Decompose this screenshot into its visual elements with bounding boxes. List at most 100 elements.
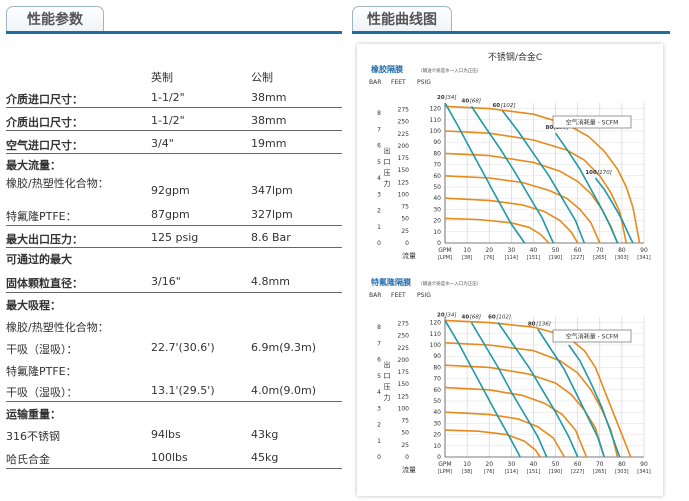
flow-curve-orange (444, 342, 619, 458)
psig-tick-label: 100 (430, 342, 442, 349)
lpm-tick-label: [227] (571, 469, 584, 475)
spec-label: 特氟隆PTFE： (6, 210, 77, 223)
spec-label: 橡胶/热塑性化合物： (6, 177, 109, 190)
chart-subtitle: 橡胶隔膜 (371, 64, 403, 74)
spec-label: 可通过的最大 (6, 253, 72, 266)
spec-row-ptfe-dry-wet: 干吸（湿吸）： 13.1'(29.5') 4.0m(9.0m) (6, 381, 342, 402)
lpm-tick-label: [227] (571, 255, 584, 261)
air-label-lpm: [136] (536, 321, 551, 327)
bar-tick-label: 4 (377, 389, 381, 396)
feet-tick-label: 0 (405, 240, 409, 247)
lpm-tick-label: [114] (505, 255, 518, 261)
tab-performance-curves[interactable]: 性能曲线图 (352, 6, 452, 33)
column-header-imperial: 英制 (151, 71, 173, 84)
bar-tick-label: 8 (377, 110, 381, 117)
lpm-tick-label: [LPM] (438, 469, 452, 475)
psig-tick-label: 60 (433, 387, 441, 394)
spec-metric: 43kg (251, 428, 279, 441)
gpm-tick-label: 70 (596, 247, 604, 254)
bar-tick-label: 5 (377, 159, 381, 166)
spec-metric: 4.0m(9.0m) (251, 384, 317, 397)
y-axis-label-char: 口 (384, 372, 391, 380)
spec-imperial: 3/4" (151, 137, 174, 150)
air-label-value: 40 (462, 315, 470, 321)
feet-tick-label: 50 (401, 430, 409, 437)
feet-tick-label: 250 (398, 333, 410, 340)
flow-curve-orange (444, 105, 641, 244)
gpm-tick-label: 10 (463, 247, 471, 254)
lpm-tick-label: [151] (527, 255, 540, 261)
spec-metric: 6.9m(9.3m) (251, 341, 317, 354)
air-label-lpm: [68] (470, 315, 481, 321)
gpm-tick-label: 90 (640, 247, 648, 254)
lpm-tick-label: [341] (637, 255, 650, 261)
air-label-lpm: [34] (445, 95, 456, 101)
gpm-tick-label: GPM (438, 247, 451, 254)
lpm-tick-label: [190] (549, 255, 562, 261)
spec-imperial: 13.1'(29.5') (151, 384, 215, 397)
air-label-value: 80 (546, 125, 554, 131)
bar-tick-label: 1 (377, 224, 381, 231)
gpm-tick-label: 80 (618, 461, 626, 468)
feet-tick-label: 125 (398, 393, 410, 400)
air-label-value: 60 (492, 103, 500, 109)
spec-row-max-solid-1: 可通过的最大 (6, 249, 342, 267)
bar-tick-label: 8 (377, 324, 381, 331)
gpm-tick-label: 20 (485, 461, 493, 468)
lpm-tick-label: [265] (593, 469, 606, 475)
spec-row-air-inlet: 空气进口尺寸： 3/4" 19mm (6, 133, 342, 154)
chart-note: (输送介质是水一入口为正压) (421, 67, 479, 74)
spec-row-ptfe-suction: 特氟隆PTFE： (6, 361, 342, 379)
spec-label: 固体颗粒直径： (6, 277, 83, 290)
feet-tick-label: 175 (398, 369, 410, 376)
psig-tick-label: 20 (433, 218, 441, 225)
feet-tick-label: 250 (398, 119, 410, 126)
gpm-tick-label: 60 (574, 247, 582, 254)
gpm-tick-label: 60 (574, 461, 582, 468)
flow-curve-orange (444, 175, 601, 244)
bar-tick-label: 3 (377, 191, 381, 198)
gpm-tick-label: 70 (596, 461, 604, 468)
spec-imperial: 94lbs (151, 428, 181, 441)
air-consumption-curve-teal (501, 110, 586, 244)
tab-performance-parameters[interactable]: 性能参数 (6, 6, 104, 33)
flow-curve-orange (444, 319, 632, 458)
lpm-tick-label: [114] (505, 469, 518, 475)
feet-tick-label: 175 (398, 155, 410, 162)
flow-curve-orange (444, 411, 566, 458)
psig-tick-label: 110 (430, 117, 442, 124)
legend-text: 空气消耗量 - SCFM (566, 333, 619, 341)
feet-tick-label: 75 (401, 418, 409, 425)
bar-tick-label: 1 (377, 438, 381, 445)
lpm-tick-label: [76] (484, 469, 494, 475)
spec-row-media-outlet: 介质出口尺寸： 1-1/2" 38mm (6, 110, 342, 131)
y-axis-label-char: 压 (384, 383, 391, 391)
lpm-tick-label: [LPM] (438, 255, 452, 261)
y-axis-label-char: 力 (384, 179, 391, 188)
gpm-tick-label: 30 (508, 247, 516, 254)
spec-label: 干吸（湿吸）： (6, 386, 78, 399)
psig-tick-label: 90 (433, 139, 441, 146)
feet-tick-label: 100 (398, 191, 410, 198)
y-axis-label-char: 出 (384, 146, 391, 155)
psig-tick-label: 120 (430, 320, 442, 327)
bar-tick-label: 6 (377, 143, 381, 150)
spec-label: 最大吸程： (6, 299, 61, 312)
lpm-tick-label: [151] (527, 469, 540, 475)
air-consumption-curve-teal (444, 102, 526, 244)
spec-row-ss316: 316不锈钢 94lbs 43kg (6, 426, 342, 444)
air-label-value: 20 (437, 95, 445, 101)
psig-tick-label: 50 (433, 184, 441, 191)
air-consumption-curve-teal (568, 344, 621, 458)
gpm-tick-label: 80 (618, 247, 626, 254)
psig-tick-label: 110 (430, 331, 442, 338)
feet-tick-label: 25 (401, 442, 409, 449)
right-tab-underline (352, 31, 670, 34)
bar-tick-label: 7 (377, 340, 381, 347)
spec-label: 介质进口尺寸： (6, 93, 83, 106)
feet-tick-label: 200 (398, 357, 410, 364)
air-label-value: 20 (437, 312, 445, 318)
spec-metric: 19mm (251, 137, 287, 150)
spec-row-rubber-dry-wet: 干吸（湿吸）： 22.7'(30.6') 6.9m(9.3m) (6, 339, 342, 357)
psig-tick-label: 90 (433, 353, 441, 360)
